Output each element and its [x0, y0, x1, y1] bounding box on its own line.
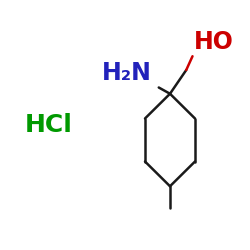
Text: HO: HO — [194, 30, 234, 54]
Text: H₂N: H₂N — [102, 61, 151, 85]
Text: HCl: HCl — [25, 113, 73, 137]
